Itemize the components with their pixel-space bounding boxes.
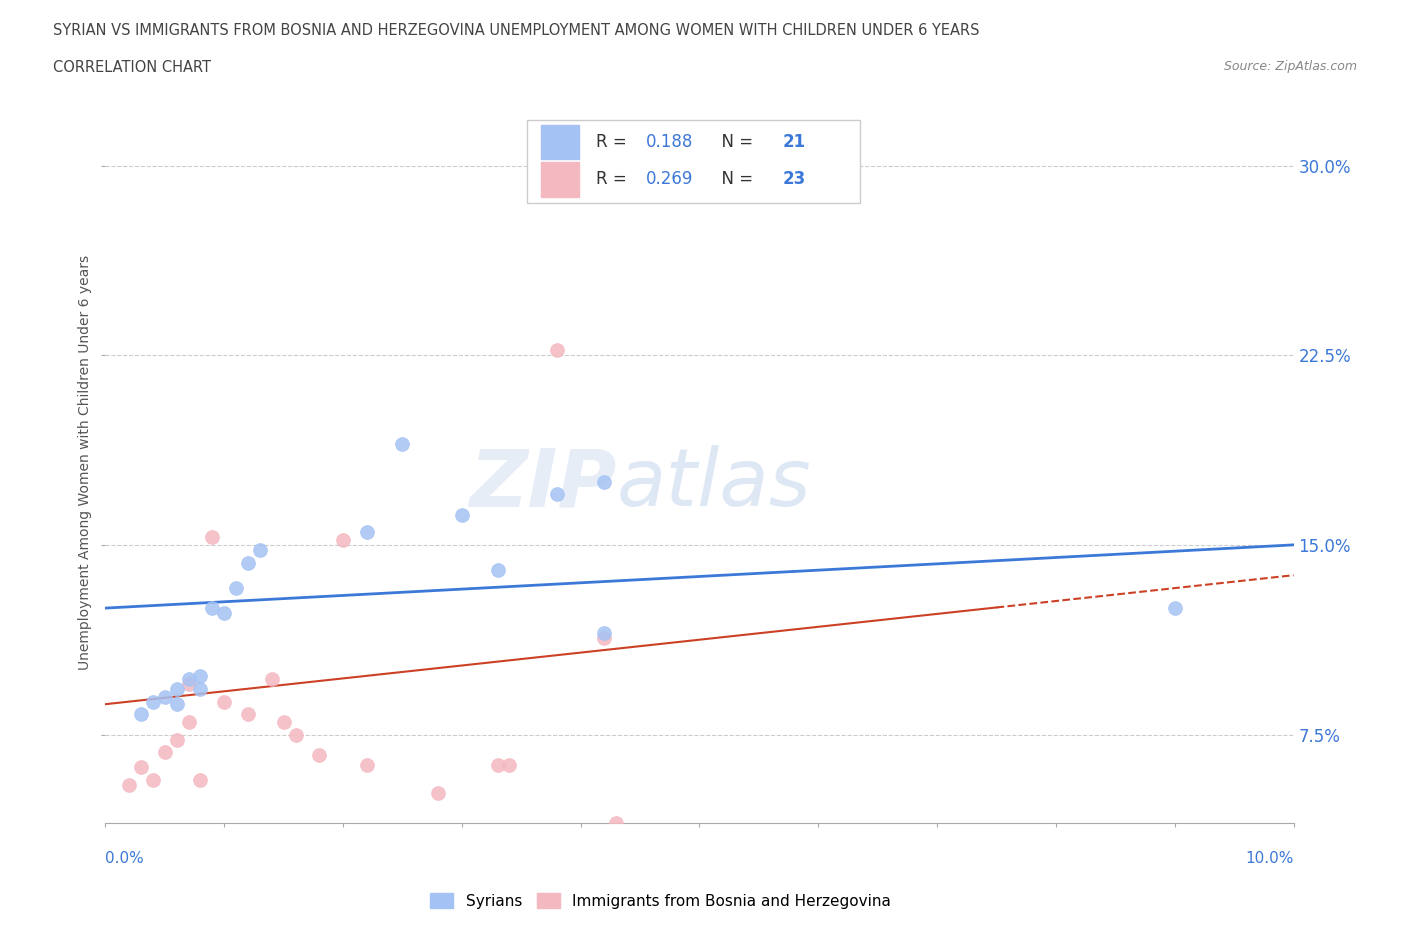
Text: R =: R =	[596, 170, 633, 189]
Point	[118, 777, 141, 792]
Point	[129, 707, 152, 722]
Point	[356, 757, 378, 772]
Point	[332, 532, 354, 547]
Point	[142, 694, 165, 709]
Text: 10.0%: 10.0%	[1246, 851, 1294, 866]
Point	[593, 626, 616, 641]
Text: 21: 21	[783, 133, 806, 151]
Point	[214, 605, 236, 620]
Point	[284, 727, 307, 742]
Point	[142, 773, 165, 788]
Text: SYRIAN VS IMMIGRANTS FROM BOSNIA AND HERZEGOVINA UNEMPLOYMENT AMONG WOMEN WITH C: SYRIAN VS IMMIGRANTS FROM BOSNIA AND HER…	[53, 23, 980, 38]
Point	[486, 563, 509, 578]
Text: CORRELATION CHART: CORRELATION CHART	[53, 60, 211, 75]
Text: N =: N =	[711, 133, 759, 151]
Bar	[541, 125, 579, 159]
Point	[201, 530, 224, 545]
Point	[177, 676, 200, 691]
Point	[605, 816, 627, 830]
Point	[249, 542, 271, 557]
Point	[190, 669, 212, 684]
Point	[236, 707, 259, 722]
Point	[129, 760, 152, 775]
Point	[153, 689, 176, 704]
Point	[486, 757, 509, 772]
Point	[166, 682, 188, 697]
Text: N =: N =	[711, 170, 759, 189]
Text: 23: 23	[783, 170, 806, 189]
Point	[166, 732, 188, 747]
Text: 0.0%: 0.0%	[105, 851, 145, 866]
Point	[190, 773, 212, 788]
Point	[153, 745, 176, 760]
Point	[260, 671, 283, 686]
Point	[201, 601, 224, 616]
Point	[166, 697, 188, 711]
Point	[273, 714, 295, 729]
Text: 0.188: 0.188	[645, 133, 693, 151]
Point	[546, 342, 568, 357]
Point	[225, 580, 247, 595]
Point	[356, 525, 378, 539]
Point	[427, 785, 450, 800]
Point	[498, 757, 520, 772]
Point	[236, 555, 259, 570]
Legend: Syrians, Immigrants from Bosnia and Herzegovina: Syrians, Immigrants from Bosnia and Herz…	[425, 886, 897, 915]
Point	[190, 682, 212, 697]
Point	[214, 694, 236, 709]
Point	[593, 631, 616, 645]
FancyBboxPatch shape	[527, 120, 860, 204]
Point	[450, 507, 472, 522]
Point	[177, 671, 200, 686]
Text: 0.269: 0.269	[645, 170, 693, 189]
Y-axis label: Unemployment Among Women with Children Under 6 years: Unemployment Among Women with Children U…	[79, 255, 93, 671]
Point	[391, 436, 413, 451]
Text: R =: R =	[596, 133, 633, 151]
Bar	[541, 162, 579, 197]
Point	[308, 748, 330, 763]
Point	[593, 474, 616, 489]
Text: Source: ZipAtlas.com: Source: ZipAtlas.com	[1223, 60, 1357, 73]
Text: ZIP: ZIP	[470, 445, 616, 524]
Point	[177, 714, 200, 729]
Point	[546, 486, 568, 501]
Point	[1164, 601, 1187, 616]
Text: atlas: atlas	[616, 445, 811, 524]
